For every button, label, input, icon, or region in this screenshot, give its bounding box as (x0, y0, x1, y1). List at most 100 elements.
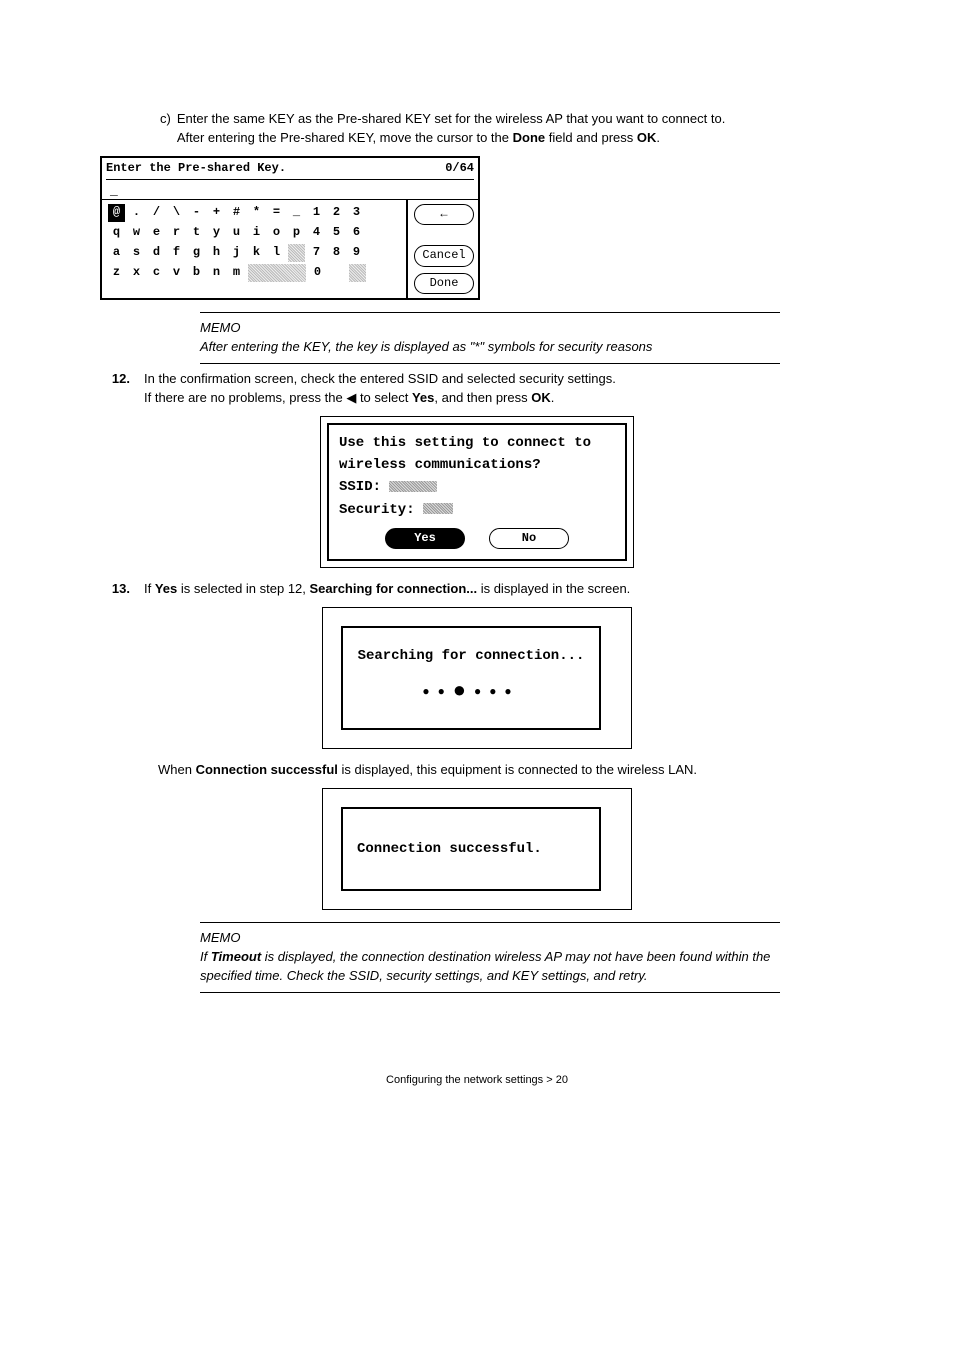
confirm-ssid-label: SSID: (339, 479, 381, 495)
success-figure: Connection successful. (100, 788, 854, 910)
memo-text: After entering the KEY, the key is displ… (200, 338, 780, 357)
kb-key-gray[interactable] (349, 264, 366, 282)
kb-key[interactable]: p (288, 224, 305, 242)
searching-figure: Searching for connection... ●●●●●● (100, 607, 854, 749)
kb-key[interactable]: 0 (309, 264, 326, 282)
page-footer: Configuring the network settings > 20 (100, 1073, 854, 1089)
kb-key[interactable]: z (108, 264, 125, 282)
confirm-no-button[interactable]: No (489, 528, 569, 549)
kb-key[interactable]: 8 (328, 244, 345, 262)
step-13-a: If (144, 581, 155, 596)
kb-key[interactable]: _ (288, 204, 305, 222)
kb-key[interactable]: i (248, 224, 265, 242)
kb-title: Enter the Pre-shared Key. (106, 160, 286, 177)
memo-1: MEMO After entering the KEY, the key is … (200, 312, 780, 364)
kb-key[interactable]: @ (108, 204, 125, 222)
kb-key[interactable]: l (268, 244, 285, 262)
kb-key[interactable]: g (188, 244, 205, 262)
step-12-l1: In the confirmation screen, check the en… (144, 371, 616, 386)
kb-key[interactable]: - (188, 204, 205, 222)
kb-key[interactable]: 7 (308, 244, 325, 262)
kb-key-gray[interactable] (288, 244, 305, 262)
kb-key[interactable]: x (128, 264, 145, 282)
confirm-figure: Use this setting to connect to wireless … (100, 416, 854, 569)
kb-key[interactable]: / (148, 204, 165, 222)
kb-key[interactable]: b (188, 264, 205, 282)
kb-key[interactable]: 2 (328, 204, 345, 222)
substep-c: c) Enter the same KEY as the Pre-shared … (160, 110, 854, 148)
kb-key[interactable]: * (248, 204, 265, 222)
memo2-heading: MEMO (200, 929, 780, 948)
kb-key[interactable]: j (228, 244, 245, 262)
confirm-yes-button[interactable]: Yes (385, 528, 465, 549)
after-search-b: is displayed, this equipment is connecte… (338, 762, 697, 777)
confirm-sec-label: Security: (339, 502, 415, 518)
kb-key[interactable]: e (148, 224, 165, 242)
step-12-ok: OK (531, 390, 551, 405)
substep-c-text1: Enter the same KEY as the Pre-shared KEY… (177, 111, 725, 126)
step-12-l2c: , and then press (434, 390, 531, 405)
kb-key[interactable]: o (268, 224, 285, 242)
substep-c-label: c) (160, 110, 171, 148)
kb-key[interactable]: 3 (348, 204, 365, 222)
step-12-yes: Yes (412, 390, 434, 405)
kb-key[interactable]: s (128, 244, 145, 262)
kb-key[interactable]: \ (168, 204, 185, 222)
kb-key[interactable]: v (168, 264, 185, 282)
security-redacted (423, 503, 453, 514)
substep-c-ok: OK (637, 130, 657, 145)
step-13-c: is displayed in the screen. (477, 581, 630, 596)
kb-key[interactable]: 1 (308, 204, 325, 222)
ssid-redacted (389, 481, 437, 492)
kb-key[interactable]: 6 (348, 224, 365, 242)
kb-key[interactable]: . (128, 204, 145, 222)
success-msg: Connection successful. (357, 839, 585, 859)
searching-msg: Searching for connection... (357, 646, 585, 666)
after-search-bold: Connection successful (196, 762, 338, 777)
kb-key[interactable]: m (228, 264, 245, 282)
kb-key[interactable]: 9 (348, 244, 365, 262)
kb-grid: @ . / \ - + # * = _ 1 2 3 (102, 200, 406, 298)
kb-counter: 0/64 (445, 160, 474, 177)
kb-key[interactable]: r (168, 224, 185, 242)
kb-key[interactable]: 5 (328, 224, 345, 242)
kb-key[interactable] (329, 264, 346, 282)
kb-key-gray[interactable] (248, 264, 306, 282)
kb-key[interactable]: k (248, 244, 265, 262)
kb-key[interactable]: u (228, 224, 245, 242)
kb-key[interactable]: = (268, 204, 285, 222)
kb-key[interactable]: y (208, 224, 225, 242)
kb-key[interactable]: # (228, 204, 245, 222)
kb-key[interactable]: n (208, 264, 225, 282)
kb-key[interactable]: q (108, 224, 125, 242)
kb-key[interactable]: c (148, 264, 165, 282)
kb-key[interactable]: a (108, 244, 125, 262)
step-13-yes: Yes (155, 581, 177, 596)
substep-c-done: Done (513, 130, 546, 145)
kb-key[interactable]: + (208, 204, 225, 222)
substep-c-text2c: . (656, 130, 660, 145)
keyboard-figure: Enter the Pre-shared Key. 0/64 _ @ . / \… (100, 156, 854, 301)
memo-heading: MEMO (200, 319, 780, 338)
step-12-l2b: to select (356, 390, 412, 405)
substep-c-text2a: After entering the Pre-shared KEY, move … (177, 130, 513, 145)
after-search-a: When (158, 762, 196, 777)
memo2-b: is displayed, the connection destination… (200, 949, 770, 983)
kb-key[interactable]: w (128, 224, 145, 242)
kb-done[interactable]: Done (414, 273, 474, 294)
progress-dots: ●●●●●● (357, 676, 585, 708)
memo-2: MEMO If Timeout is displayed, the connec… (200, 922, 780, 993)
kb-key[interactable]: f (168, 244, 185, 262)
kb-key[interactable]: 4 (308, 224, 325, 242)
kb-key[interactable]: t (188, 224, 205, 242)
step-12-l2a: If there are no problems, press the (144, 390, 346, 405)
step-13-searching: Searching for connection... (310, 581, 478, 596)
confirm-l1: Use this setting to connect to (339, 433, 615, 453)
kb-cancel[interactable]: Cancel (414, 245, 474, 266)
confirm-l2: wireless communications? (339, 455, 615, 475)
kb-cursor: _ (110, 182, 118, 201)
kb-input-field[interactable]: _ (106, 179, 474, 197)
kb-backspace[interactable]: ← (414, 204, 474, 225)
kb-key[interactable]: d (148, 244, 165, 262)
kb-key[interactable]: h (208, 244, 225, 262)
